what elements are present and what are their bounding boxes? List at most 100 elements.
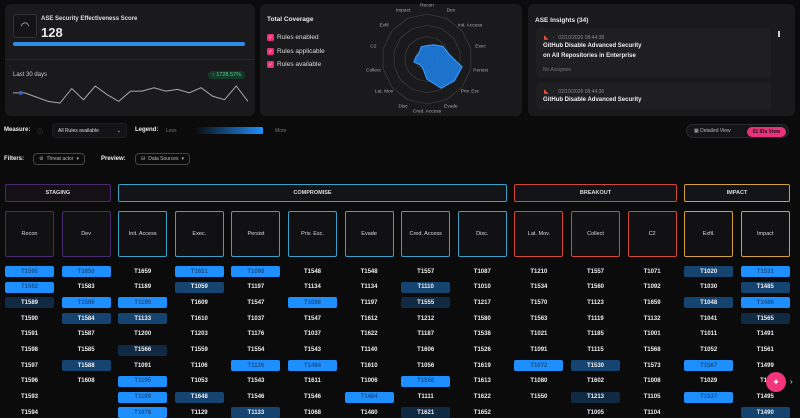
chevron-right-icon[interactable]: › (790, 377, 793, 386)
technique-cell[interactable]: T1597 (20, 362, 38, 369)
technique-cell[interactable]: T1048 (684, 297, 734, 309)
technique-cell[interactable]: T1565 (740, 313, 790, 325)
technique-cell[interactable]: T1187 (417, 331, 435, 338)
technique-cell[interactable]: T1568 (643, 347, 661, 353)
technique-cell[interactable]: T1056 (417, 362, 435, 369)
technique-cell[interactable]: T1140 (360, 347, 378, 353)
technique-cell[interactable]: T1585 (77, 347, 95, 353)
technique-cell[interactable]: T1106 (190, 362, 208, 369)
technique-cell[interactable]: T1092 (643, 284, 661, 291)
technique-cell[interactable]: T1652 (473, 409, 491, 416)
technique-cell[interactable]: T1573 (643, 362, 661, 369)
technique-cell[interactable]: T1030 (700, 284, 718, 291)
technique-cell[interactable]: T1495 (756, 394, 774, 401)
technique-cell[interactable]: T1622 (473, 394, 491, 401)
technique-cell[interactable]: T1490 (740, 407, 790, 418)
technique-cell[interactable]: T1538 (473, 331, 491, 338)
tactic-header[interactable]: Dev (61, 211, 111, 257)
technique-cell[interactable]: T1011 (700, 331, 718, 338)
technique-cell[interactable]: T1078 (118, 407, 168, 418)
technique-cell[interactable]: T1133 (118, 313, 168, 325)
technique-cell[interactable]: T1557 (417, 268, 435, 275)
technique-cell[interactable]: T1098 (288, 297, 337, 309)
detailed-view-button[interactable]: ▦ Detailed View (694, 128, 731, 134)
technique-cell[interactable]: T1134 (304, 284, 321, 291)
technique-cell[interactable]: T1592 (5, 281, 54, 293)
technique-cell[interactable]: T1650 (61, 266, 111, 277)
checkbox-rules-applicable[interactable]: ✓ Rules applicable (267, 48, 325, 55)
tactic-header[interactable]: Priv. Esc. (288, 211, 337, 257)
technique-cell[interactable]: T1570 (530, 299, 548, 306)
technique-cell[interactable]: T1561 (756, 347, 774, 353)
technique-cell[interactable]: T1203 (190, 331, 208, 338)
technique-cell[interactable]: T1212 (417, 315, 435, 322)
technique-cell[interactable]: T1621 (401, 407, 451, 418)
technique-cell[interactable]: T1087 (473, 268, 491, 275)
technique-cell[interactable]: T1556 (401, 375, 451, 387)
tactic-header[interactable]: Exec. (174, 211, 224, 257)
technique-cell[interactable]: T1091 (134, 362, 152, 369)
technique-cell[interactable]: T1612 (360, 315, 378, 322)
insight-card[interactable]: ◣ · 02/10/2026 08:44:38 GitHub Disable Adv… (536, 28, 771, 78)
technique-cell[interactable]: T1189 (134, 284, 152, 291)
technique-cell[interactable]: T1037 (303, 331, 321, 338)
technique-cell[interactable]: T1499 (756, 362, 774, 369)
tactic-header[interactable]: C2 (627, 211, 677, 257)
technique-cell[interactable]: T1105 (643, 394, 661, 401)
technique-cell[interactable]: T1020 (684, 266, 734, 277)
technique-cell[interactable]: T1200 (134, 331, 152, 338)
technique-cell[interactable]: T1584 (61, 313, 111, 325)
info-icon[interactable]: ⓘ (37, 130, 44, 136)
technique-cell[interactable]: T1480 (360, 409, 378, 416)
technique-cell[interactable]: T1098 (231, 266, 281, 277)
technique-cell[interactable]: T1197 (360, 299, 378, 306)
tactic-header[interactable]: Cred. Access (401, 211, 451, 257)
technique-cell[interactable]: T1072 (514, 360, 564, 372)
technique-cell[interactable]: T1596 (20, 378, 38, 385)
technique-cell[interactable]: T1176 (247, 331, 265, 338)
technique-cell[interactable]: T1567 (684, 360, 734, 372)
technique-cell[interactable]: T1586 (61, 297, 111, 309)
tactic-header[interactable]: Init. Access (118, 211, 168, 257)
technique-cell[interactable]: T1213 (571, 391, 620, 403)
tactic-header[interactable]: Lat. Mov. (514, 211, 564, 257)
technique-cell[interactable]: T1609 (190, 299, 208, 306)
technique-cell[interactable]: T1566 (118, 344, 168, 356)
technique-cell[interactable]: T1491 (756, 331, 774, 338)
technique-cell[interactable]: T1563 (530, 315, 548, 322)
technique-cell[interactable]: T1580 (473, 315, 491, 322)
technique-cell[interactable]: T1619 (473, 362, 491, 369)
technique-cell[interactable]: T1598 (20, 347, 38, 353)
technique-cell[interactable]: T1123 (587, 299, 604, 306)
technique-cell[interactable]: T1484 (288, 360, 337, 372)
technique-cell[interactable]: T1104 (643, 409, 661, 416)
technique-cell[interactable]: T1530 (571, 360, 620, 372)
technique-cell[interactable]: T1091 (530, 347, 548, 353)
technique-cell[interactable]: T1555 (401, 297, 451, 309)
technique-cell[interactable]: T1486 (740, 297, 790, 309)
technique-cell[interactable]: T1041 (700, 315, 718, 322)
technique-cell[interactable]: T1526 (473, 347, 491, 353)
technique-cell[interactable]: T1590 (20, 315, 38, 322)
technique-cell[interactable]: T1611 (304, 378, 321, 385)
technique-cell[interactable]: T1080 (530, 378, 548, 385)
tactic-header[interactable]: Exfil. (684, 211, 734, 257)
technique-cell[interactable]: T1648 (174, 391, 224, 403)
technique-cell[interactable]: T1197 (247, 284, 265, 291)
technique-cell[interactable]: T1589 (5, 297, 54, 309)
technique-cell[interactable]: T1053 (190, 378, 208, 385)
technique-cell[interactable]: T1037 (247, 315, 265, 322)
technique-cell[interactable]: T1534 (530, 284, 548, 291)
technique-cell[interactable]: T1111 (417, 394, 434, 401)
technique-cell[interactable]: T1610 (360, 362, 378, 369)
technique-cell[interactable]: T1185 (587, 331, 604, 338)
technique-cell[interactable]: T1129 (190, 409, 208, 416)
insight-card[interactable]: ◣ · 02/10/2026 08:44:36 GitHub Disable Adv… (536, 82, 771, 110)
technique-cell[interactable]: T1195 (118, 375, 168, 387)
technique-cell[interactable]: T1068 (303, 409, 321, 416)
technique-cell[interactable]: T1546 (247, 394, 265, 401)
technique-cell[interactable]: T1659 (134, 268, 152, 275)
technique-cell[interactable]: T1587 (77, 331, 95, 338)
technique-cell[interactable]: T1132 (643, 315, 661, 322)
tactic-header[interactable]: Persist (231, 211, 281, 257)
